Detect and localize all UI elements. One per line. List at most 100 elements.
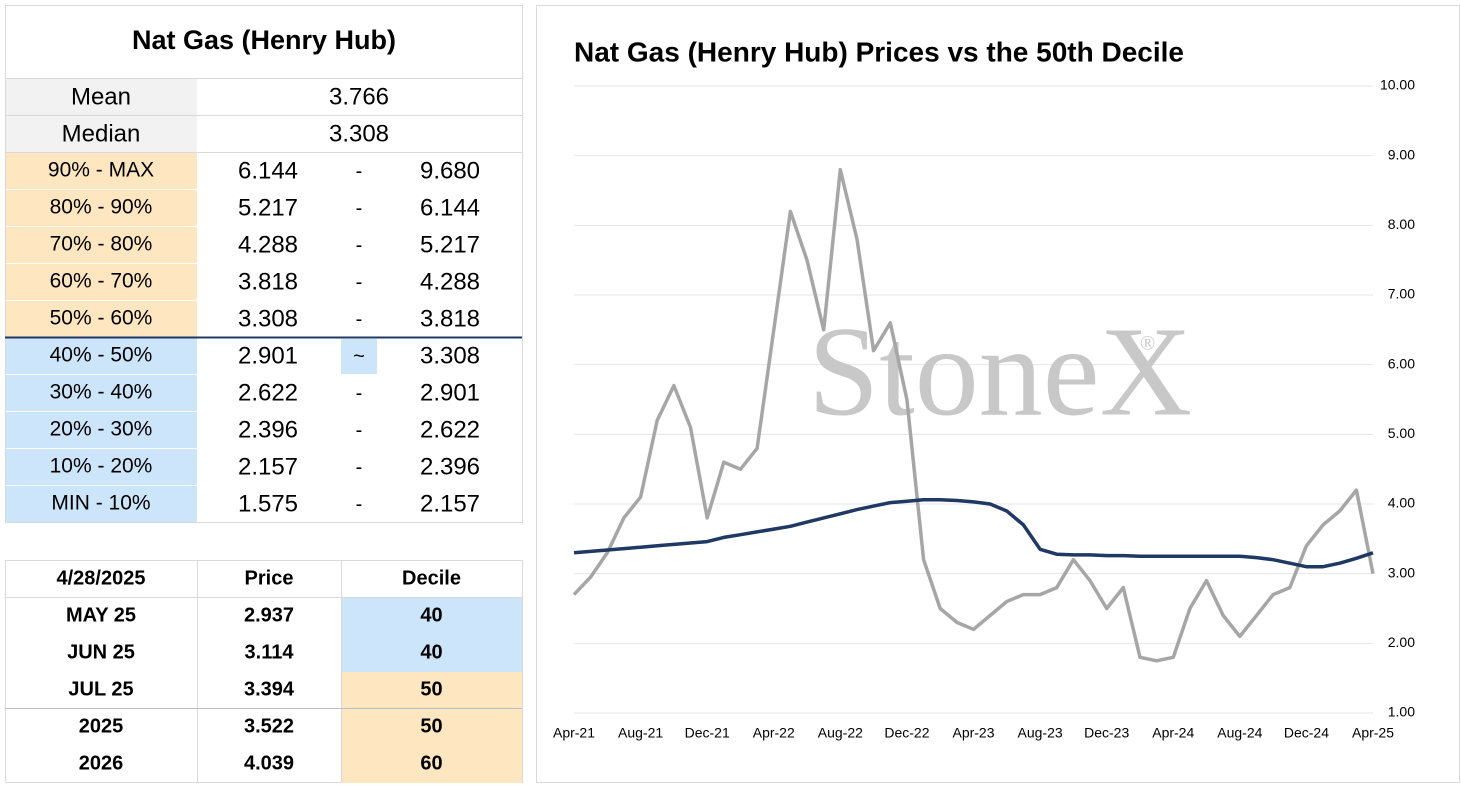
futures-cell: 3.394 xyxy=(244,678,295,700)
range-sep: - xyxy=(356,493,363,515)
range-high: 3.818 xyxy=(420,305,480,332)
range-low: 1.575 xyxy=(238,490,298,517)
futures-cell: 2025 xyxy=(79,715,124,737)
label-cell xyxy=(6,264,197,300)
x-tick-label: Apr-23 xyxy=(952,725,994,741)
separator-cell xyxy=(341,339,377,374)
header-cell: 4/28/2025 xyxy=(57,567,146,589)
range-sep: - xyxy=(356,419,363,441)
y-tick-label: 7.00 xyxy=(1388,286,1415,302)
watermark-sign: ® xyxy=(1140,333,1155,355)
range-low: 5.217 xyxy=(238,194,298,221)
range-sep: - xyxy=(356,308,363,330)
y-tick-label: 2.00 xyxy=(1388,634,1415,650)
x-tick-label: Aug-21 xyxy=(618,725,663,741)
y-tick-label: 9.00 xyxy=(1388,146,1415,162)
x-tick-label: Apr-22 xyxy=(753,725,795,741)
label-cell xyxy=(6,153,197,189)
futures-cell: 2026 xyxy=(79,752,124,774)
range-sep: - xyxy=(356,160,363,182)
futures-cell: 2.937 xyxy=(244,604,294,626)
row-label: 10% - 20% xyxy=(50,455,153,478)
label-cell xyxy=(6,338,197,374)
row-label: 70% - 80% xyxy=(50,233,153,256)
label-cell xyxy=(6,227,197,263)
label-cell xyxy=(6,486,197,522)
x-tick-label: Aug-23 xyxy=(1018,725,1063,741)
range-sep: - xyxy=(356,382,363,404)
x-tick-label: Aug-24 xyxy=(1217,725,1262,741)
header-cell: Decile xyxy=(402,567,461,589)
range-high: 5.217 xyxy=(420,231,480,258)
chart-panel xyxy=(536,5,1460,783)
row-label: Median xyxy=(62,120,141,147)
range-high: 2.622 xyxy=(420,416,480,443)
label-cell xyxy=(6,301,197,337)
decile-cell xyxy=(341,672,522,709)
y-tick-label: 8.00 xyxy=(1388,216,1415,232)
chart-title: Nat Gas (Henry Hub) Prices vs the 50th D… xyxy=(574,36,1184,67)
futures-cell: 50 xyxy=(420,715,442,737)
range-high: 6.144 xyxy=(420,194,480,221)
y-tick-label: 4.00 xyxy=(1388,495,1415,511)
futures-cell: 4.039 xyxy=(244,752,294,774)
range-sep: ~ xyxy=(353,345,365,367)
row-label: 90% - MAX xyxy=(48,159,154,182)
y-tick-label: 6.00 xyxy=(1388,355,1415,371)
row-label: 20% - 30% xyxy=(50,418,153,441)
x-tick-label: Apr-25 xyxy=(1352,725,1394,741)
label-cell xyxy=(6,375,197,411)
table-title: Nat Gas (Henry Hub) xyxy=(132,25,396,55)
range-high: 4.288 xyxy=(420,268,480,295)
row-label: 50% - 60% xyxy=(50,307,153,330)
row-label: 40% - 50% xyxy=(50,344,153,367)
y-tick-label: 3.00 xyxy=(1388,564,1415,580)
x-tick-label: Aug-22 xyxy=(818,725,863,741)
watermark: StoneX xyxy=(808,300,1192,442)
label-cell xyxy=(6,116,197,153)
futures-cell: 50 xyxy=(420,678,442,700)
stats-panel xyxy=(5,5,523,523)
range-low: 2.396 xyxy=(238,416,298,443)
futures-cell: 40 xyxy=(420,604,442,626)
decile-cell xyxy=(341,598,522,635)
decile-cell xyxy=(341,746,522,783)
range-low: 3.818 xyxy=(238,268,298,295)
header-cell: Price xyxy=(245,567,294,589)
row-label: 80% - 90% xyxy=(50,196,153,219)
range-high: 9.680 xyxy=(420,157,480,184)
x-tick-label: Dec-23 xyxy=(1084,725,1129,741)
futures-cell: 3.522 xyxy=(244,715,294,737)
row-value: 3.766 xyxy=(329,83,389,110)
decile-cell xyxy=(341,709,522,746)
range-high: 2.901 xyxy=(420,379,480,406)
decile-cell xyxy=(341,635,522,672)
range-low: 4.288 xyxy=(238,231,298,258)
futures-cell: 60 xyxy=(420,752,442,774)
futures-cell: 3.114 xyxy=(245,641,295,663)
label-cell xyxy=(6,190,197,226)
x-tick-label: Apr-24 xyxy=(1152,725,1194,741)
x-tick-label: Dec-21 xyxy=(685,725,730,741)
series-line xyxy=(572,167,1375,663)
series-line xyxy=(573,498,1374,569)
y-tick-label: 10.00 xyxy=(1380,77,1415,93)
x-tick-label: Dec-22 xyxy=(884,725,929,741)
label-cell xyxy=(6,79,197,116)
futures-cell: JUN 25 xyxy=(67,641,135,663)
range-low: 2.157 xyxy=(238,453,298,480)
x-tick-label: Dec-24 xyxy=(1284,725,1329,741)
range-low: 2.622 xyxy=(238,379,298,406)
range-sep: - xyxy=(356,271,363,293)
label-cell xyxy=(6,449,197,485)
range-sep: - xyxy=(356,234,363,256)
row-label: Mean xyxy=(71,83,131,110)
row-label: MIN - 10% xyxy=(51,492,150,515)
label-cell xyxy=(6,412,197,448)
futures-border xyxy=(5,560,523,783)
row-label: 60% - 70% xyxy=(50,270,153,293)
row-value: 3.308 xyxy=(329,120,389,147)
x-tick-label: Apr-21 xyxy=(553,725,595,741)
